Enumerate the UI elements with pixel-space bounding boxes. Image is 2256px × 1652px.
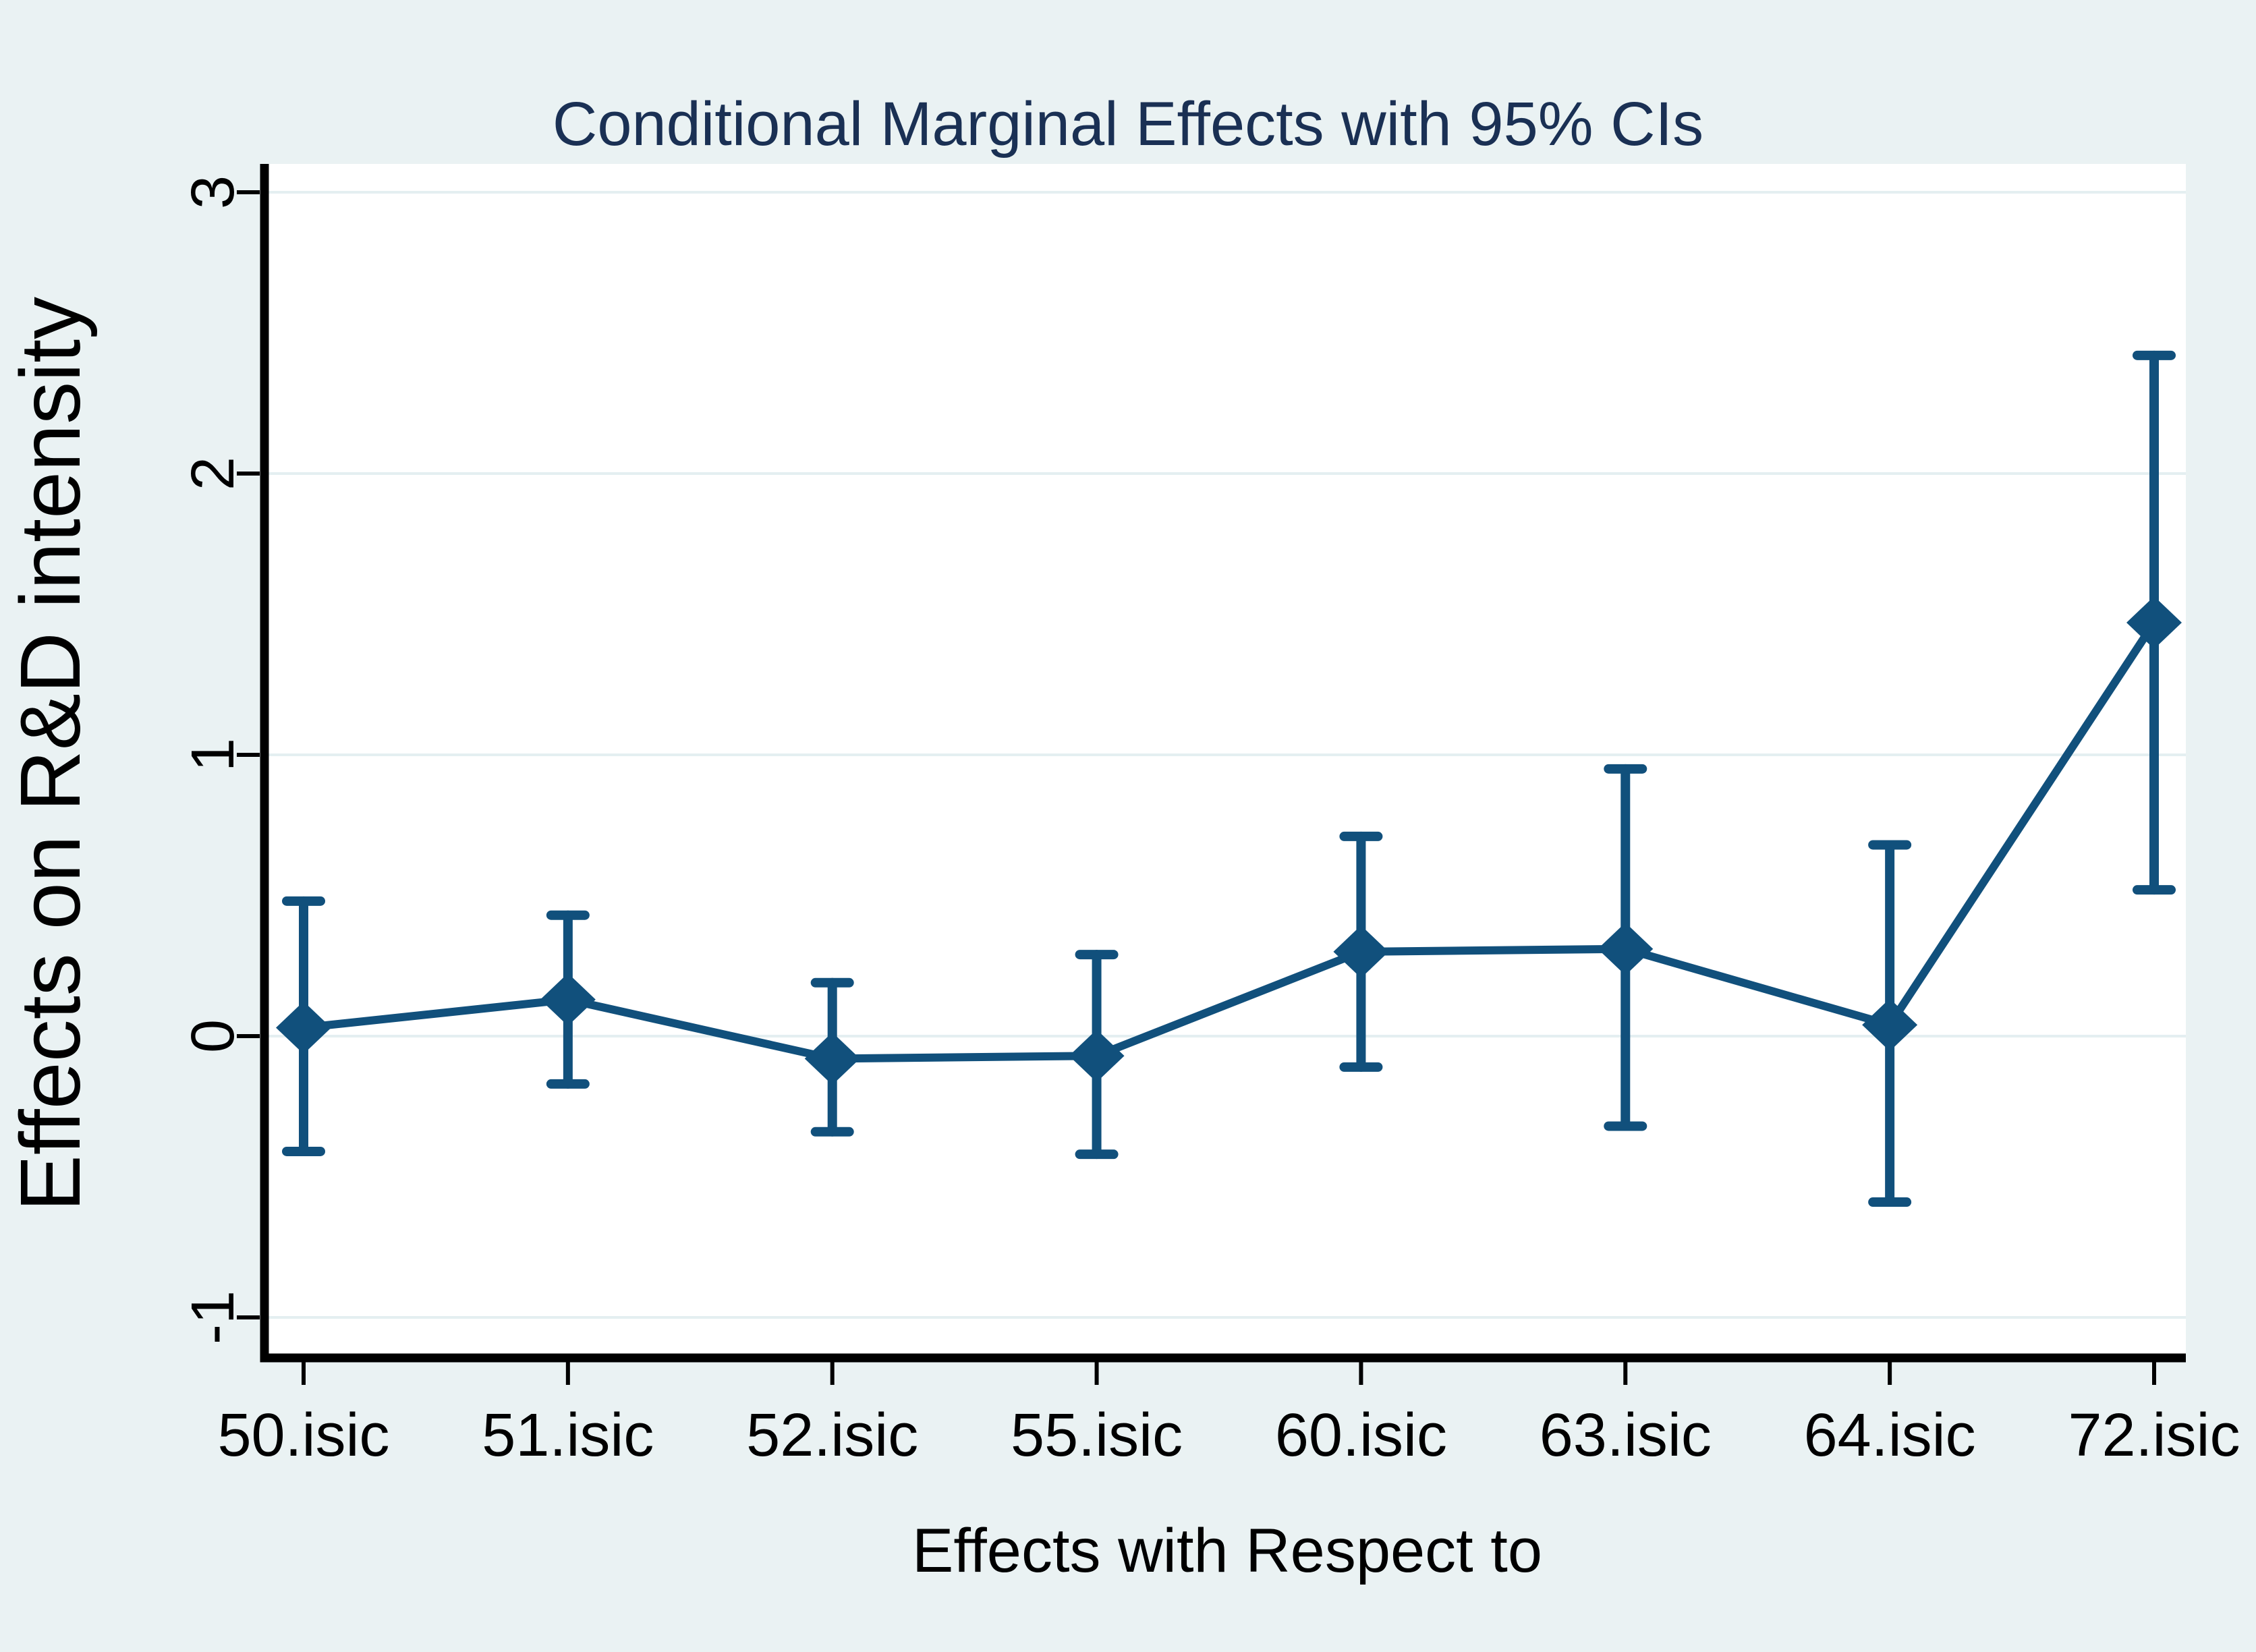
x-tick-marks (302, 1362, 2156, 1385)
y-tick-label: 2 (179, 457, 247, 490)
plot-area (269, 164, 2186, 1354)
x-tick-label: 63.isic (1540, 1402, 1712, 1469)
x-tick-label: 72.isic (2068, 1402, 2240, 1469)
markers (276, 596, 2182, 1085)
y-axis-title: Effects on R&D intensity (3, 297, 98, 1212)
y-tick-label: -1 (179, 1290, 247, 1344)
x-axis-title: Effects with Respect to (912, 1516, 1542, 1585)
data-point-marker (804, 1032, 860, 1085)
x-tick-label: 51.isic (482, 1402, 654, 1469)
gridlines (269, 191, 2186, 1319)
y-tick-label: 1 (179, 738, 247, 772)
data-point-marker (276, 1001, 331, 1054)
data-point-marker (1598, 922, 1654, 975)
data-point-marker (1862, 998, 1918, 1052)
x-tick-labels: 50.isic 51.isic 52.isic 55.isic 60.isic 63.is… (217, 1402, 2240, 1469)
x-tick-label: 64.isic (1804, 1402, 1976, 1469)
data-point-marker (2126, 596, 2182, 650)
x-tick-label: 50.isic (217, 1402, 389, 1469)
data-point-marker (1333, 925, 1389, 978)
data-point-marker (1069, 1029, 1125, 1083)
trend-line (303, 620, 2158, 1063)
data-point-marker (540, 973, 596, 1026)
y-tick-label: 0 (179, 1019, 247, 1053)
x-tick-label: 60.isic (1275, 1402, 1447, 1469)
y-tick-labels: 3 2 1 0 -1 (179, 175, 247, 1344)
x-tick-label: 55.isic (1011, 1402, 1183, 1469)
x-tick-label: 52.isic (746, 1402, 918, 1469)
y-tick-marks (237, 190, 260, 1319)
chart-title: Conditional Marginal Effects with 95% CI… (553, 90, 1703, 159)
y-tick-label: 3 (179, 175, 247, 209)
